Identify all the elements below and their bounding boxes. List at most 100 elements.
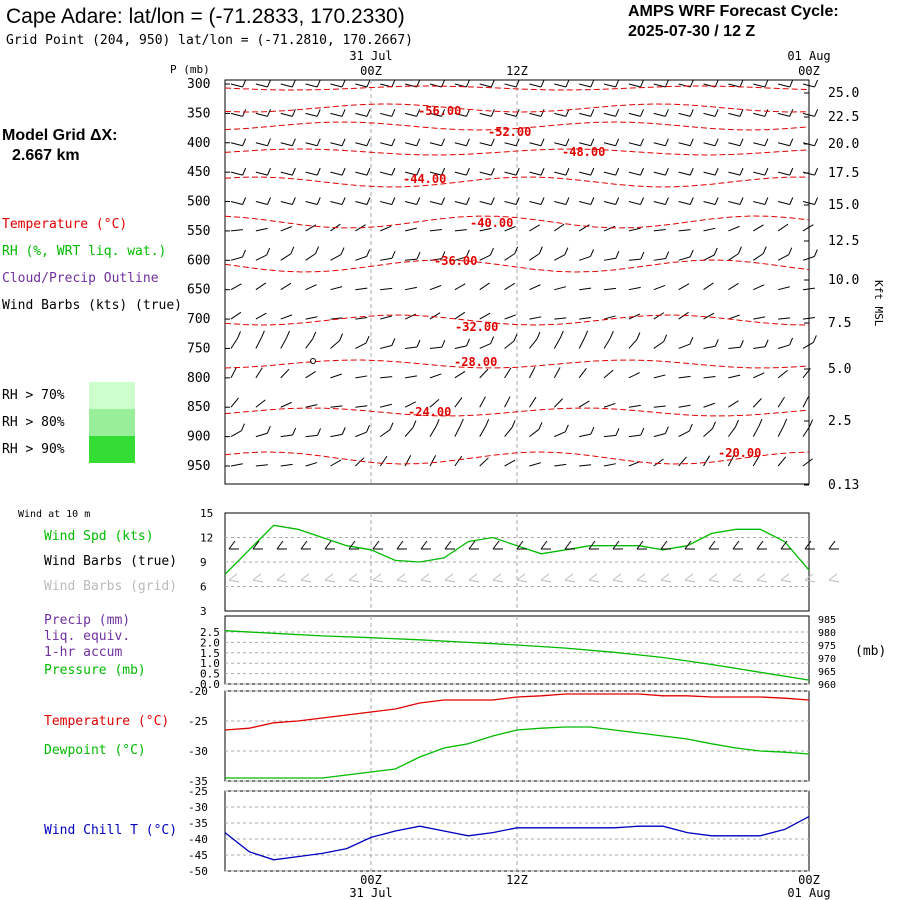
wind-barb [678,112,691,117]
height-tick-label: 25.0 [828,86,859,101]
wind-barb [554,142,567,147]
wind-barb-flag [640,109,644,117]
wind-barb [703,455,711,467]
wind-barb [529,284,541,291]
wind-barb-flag [590,138,595,146]
wind-barb-flag [291,109,296,117]
wind-barb-flag [640,167,644,176]
wind-barb-flag [664,426,669,434]
wind-barb [479,396,486,408]
wind-barb [230,430,242,438]
wind-barb [752,455,760,467]
wind-barb-flag [764,138,769,146]
wind-barb-grid [804,573,814,581]
wind-barb [404,227,417,232]
wind-barb [355,375,368,379]
isotherm-line [224,359,810,369]
wind-barb [355,431,367,438]
wind-barb [230,463,243,467]
wind-barb-flag [664,197,669,205]
wind-barb [454,112,467,117]
wind-barb-flag [590,79,595,88]
wind-barb [404,142,417,147]
wind-barb [255,171,268,176]
wind-barb-flag [764,79,769,88]
wind-barb-flag [316,197,321,205]
wind-barb-flag [366,425,370,433]
wind-barb-flag [565,138,570,146]
wind-barb-grid-shaft [588,579,600,583]
height-tick-label: 7.5 [828,316,851,331]
isotherm-label: -20.00 [718,446,761,460]
wind-barb [728,171,741,176]
wind-barb-flag [365,335,370,344]
wind-barb [802,256,815,261]
wind-barb-grid [660,573,670,581]
wind-barb [305,171,318,176]
wind-barb [653,112,666,117]
wind-barb [504,459,516,467]
wind-barb-flag [734,419,739,428]
wind-barb [579,201,591,205]
wind-barb [355,83,368,88]
bottom-time-tick: 12Z [506,873,528,887]
wind-barb-flag [615,428,620,436]
wind-barb [753,171,766,176]
wind-barb-flag [564,424,569,433]
pressure-tick-label: 450 [187,165,210,180]
wind-barb-flag [391,338,396,346]
wind-barb-flag [465,109,470,117]
wind-barb [255,112,268,117]
wind-barb-grid-shaft [540,579,552,583]
wind-barb-true [348,540,356,550]
wind-barb-flag [340,247,345,255]
wind-barb [504,201,517,205]
wind-barb-flag [689,336,694,345]
wind-barb-flag [688,423,693,432]
wind-barb-flag [391,251,396,259]
wind-barb [603,434,617,438]
wind-barb-flag [640,79,644,88]
wind-barb-flag [312,331,317,340]
wind-barb [628,201,641,205]
wind-barb-flag [412,420,417,428]
wind-barb [429,83,442,88]
wind-barb-flag [291,138,296,146]
wind-barb [479,171,492,176]
wind-barb-flag [391,79,396,88]
wind-barb [255,337,262,349]
isotherm-line [224,121,810,131]
wind-barb-grid [300,573,310,581]
legend-temperature: Temperature (°C) [2,217,128,232]
wind-barb-flag [764,197,769,205]
wind-barb-flag [511,420,516,428]
wind-barb [678,283,690,291]
wind-barb [628,434,641,438]
wind-barb [703,171,716,176]
wind-barb [529,83,542,88]
wind-barb [579,433,592,438]
wind-barb-grid-shaft [420,579,432,583]
dewpoint-label: Dewpoint (°C) [44,743,146,758]
wind-barb-flag [441,339,446,348]
wind-barb [280,171,293,176]
wind-barb [379,455,388,467]
isotherm-line [224,103,810,113]
wind-barb [529,224,541,232]
wind-barb [653,341,664,349]
precip-tick-label: 0.5 [200,668,220,681]
windchill-tick-label: -30 [188,801,208,814]
pressure-tick-label: 965 [818,667,836,678]
wind-barb [579,83,591,88]
pressure-tick-label: 500 [187,195,210,210]
wind-barb-flag [814,109,819,117]
wind-barb [653,229,666,232]
wind-barb-flag [465,249,470,258]
isotherm-label: -24.00 [408,405,451,419]
wind-barb-grid [732,573,742,581]
precip-tick-label: 1.5 [200,647,220,660]
pressure-tick-label: 550 [187,224,210,239]
wind-barb-flag [609,331,614,339]
wind-barb-flag [515,109,520,117]
wind-barb-grid-shaft [804,579,816,583]
